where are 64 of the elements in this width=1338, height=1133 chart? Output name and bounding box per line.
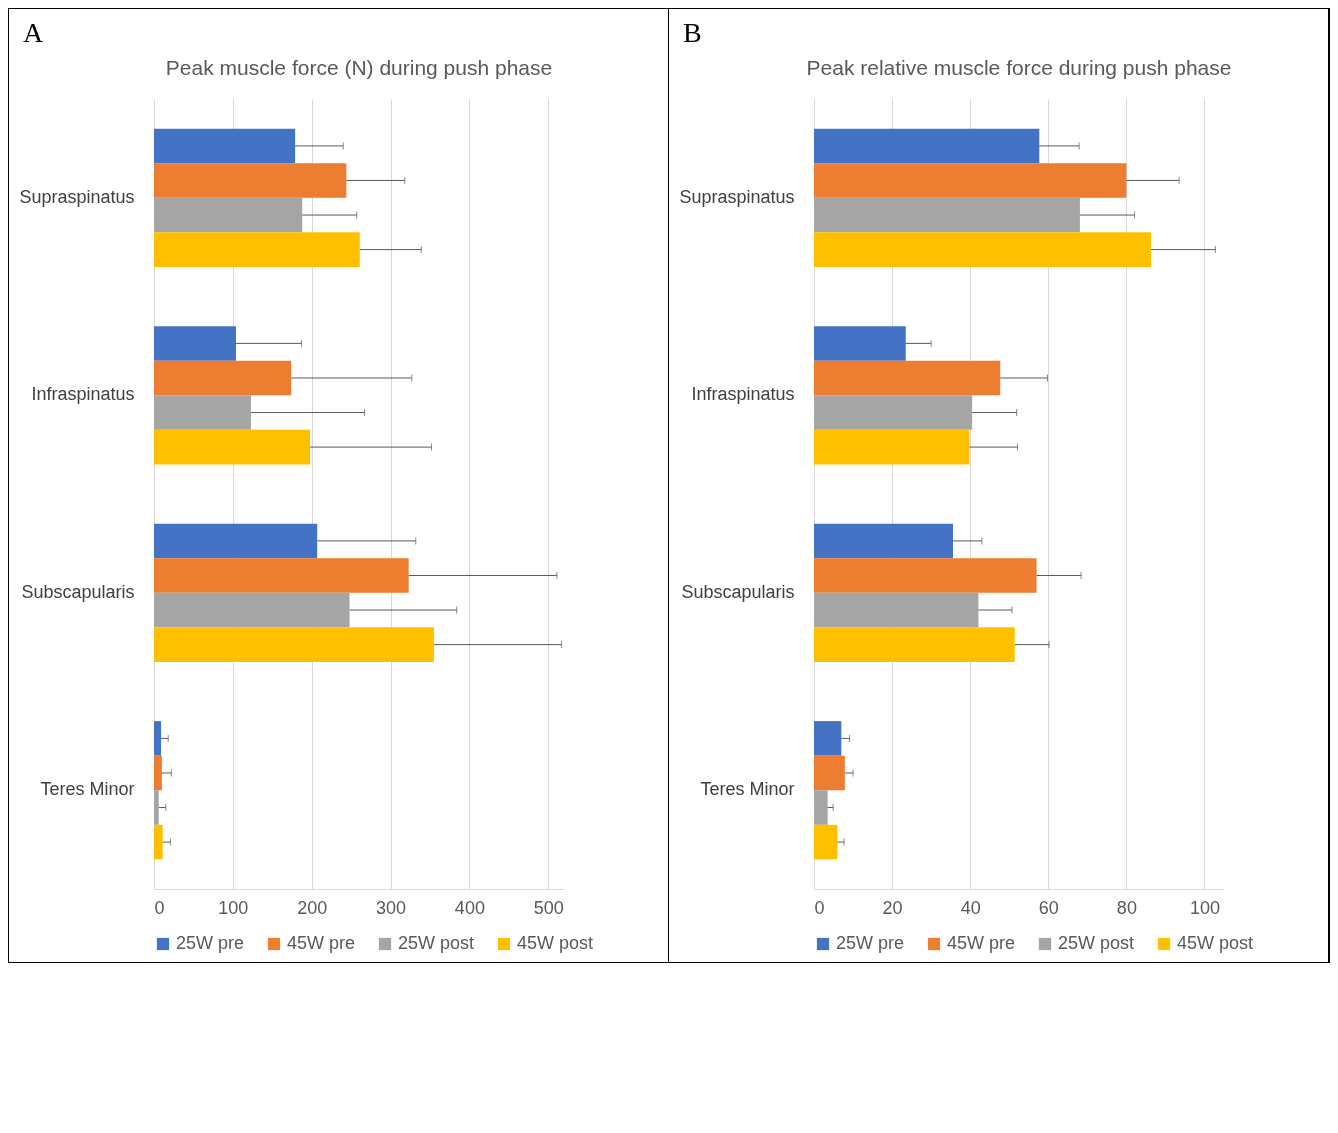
y-tick-label: Infraspinatus: [31, 384, 135, 405]
bar: [814, 197, 1080, 233]
bar: [814, 592, 979, 628]
bar: [814, 755, 845, 791]
x-tick-label: 500: [533, 897, 564, 918]
bar: [154, 232, 360, 267]
bar: [814, 721, 842, 756]
legend-label: 45W post: [1177, 933, 1254, 953]
x-tick-label: 400: [454, 897, 485, 918]
bar: [814, 395, 973, 430]
bar: [814, 232, 1151, 267]
y-tick-label: Infraspinatus: [691, 384, 795, 405]
legend-label: 25W pre: [176, 933, 245, 953]
bar: [814, 790, 828, 825]
x-tick-label: 40: [960, 897, 981, 918]
bar: [154, 197, 303, 233]
bar: [814, 163, 1127, 198]
legend-label: 25W pre: [836, 933, 905, 953]
y-tick-label: Supraspinatus: [679, 186, 795, 207]
x-tick-label: 100: [1189, 897, 1220, 918]
x-tick-label: 80: [1116, 897, 1137, 918]
x-tick-label: 60: [1038, 897, 1059, 918]
bar: [154, 395, 251, 430]
bar: [814, 326, 906, 361]
legend-label: 45W pre: [947, 933, 1016, 953]
legend-label: 45W post: [517, 933, 594, 953]
chart-title: Peak muscle force (N) during push phase: [165, 56, 553, 79]
y-tick-label: Teres Minor: [700, 779, 795, 800]
x-tick-label: 200: [297, 897, 328, 918]
bar: [154, 128, 296, 164]
text: B: [683, 17, 703, 49]
bar: [154, 755, 162, 791]
y-tick-label: Teres Minor: [40, 779, 135, 800]
bar: [814, 824, 838, 860]
bar: [154, 592, 350, 628]
bar: [154, 523, 318, 559]
bar: [814, 128, 1040, 164]
chart-title: Peak relative muscle force during push phase: [806, 56, 1232, 79]
bar: [814, 627, 1015, 662]
bar: [814, 558, 1037, 593]
bar: [814, 360, 1001, 396]
bar: [154, 360, 292, 396]
bar: [814, 429, 970, 465]
x-tick-label: 20: [882, 897, 903, 918]
x-tick-label: 100: [218, 897, 249, 918]
bar: [154, 824, 163, 860]
x-tick-label: 0: [154, 897, 165, 918]
text: A: [23, 17, 45, 49]
x-tick-label: 0: [814, 897, 825, 918]
legend-label: 45W pre: [287, 933, 356, 953]
bar: [154, 721, 162, 756]
bar: [154, 790, 159, 825]
bar: [154, 163, 347, 198]
bar: [154, 627, 434, 662]
x-tick-label: 300: [376, 897, 407, 918]
legend-label: 25W post: [398, 933, 475, 953]
y-tick-label: Supraspinatus: [19, 186, 135, 207]
y-tick-label: Subscapularis: [21, 581, 135, 602]
bar: [154, 326, 236, 361]
bar: [154, 558, 409, 593]
legend-label: 25W post: [1058, 933, 1135, 953]
bar: [814, 523, 954, 559]
bar: [154, 429, 311, 465]
y-tick-label: Subscapularis: [681, 581, 795, 602]
